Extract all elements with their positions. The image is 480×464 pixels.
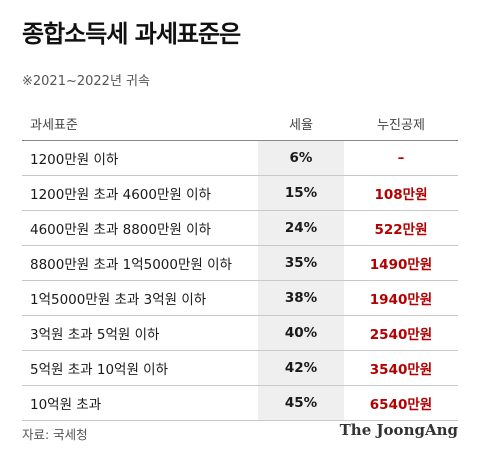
- deduction-cell: 3540만원: [369, 362, 433, 378]
- deduction-cell: 522만원: [374, 222, 428, 238]
- rate-cell: 24%: [258, 211, 344, 245]
- rate-cell: 35%: [258, 246, 344, 280]
- deduction-cell: 2540만원: [369, 327, 433, 343]
- subtitle: ※2021~2022년 귀속: [22, 74, 150, 89]
- tax-table: 과세표준 세율 누진공제 1200만원 이하 6% – 1200만원 초과 46…: [22, 106, 458, 421]
- table-row: 8800만원 초과 1억5000만원 이하 35% 1490만원: [22, 246, 458, 281]
- table-row: 1200만원 초과 4600만원 이하 15% 108만원: [22, 176, 458, 211]
- deduction-cell: 108만원: [374, 187, 428, 203]
- header-deduction: 누진공제: [377, 117, 425, 133]
- rate-cell: 15%: [258, 176, 344, 210]
- source-note: 자료: 국세청: [22, 427, 88, 442]
- bracket-cell: 1200만원 이하: [30, 152, 119, 168]
- deduction-cell: –: [397, 150, 405, 166]
- deduction-cell: 1940만원: [369, 292, 433, 308]
- header-bracket: 과세표준: [30, 117, 78, 133]
- table-row: 10억원 초과 45% 6540만원: [22, 386, 458, 421]
- header-rate: 세율: [289, 117, 313, 133]
- table-row: 4600만원 초과 8800만원 이하 24% 522만원: [22, 211, 458, 246]
- table-row: 3억원 초과 5억원 이하 40% 2540만원: [22, 316, 458, 351]
- bracket-cell: 1억5000만원 초과 3억원 이하: [30, 292, 207, 308]
- deduction-cell: 6540만원: [369, 397, 433, 413]
- bracket-cell: 1200만원 초과 4600만원 이하: [30, 187, 211, 203]
- table-row: 1억5000만원 초과 3억원 이하 38% 1940만원: [22, 281, 458, 316]
- rate-cell: 42%: [258, 351, 344, 385]
- brand-logo: The JoongAng: [339, 421, 458, 439]
- rate-cell: 6%: [258, 141, 344, 175]
- rate-cell: 40%: [258, 316, 344, 350]
- bracket-cell: 8800만원 초과 1억5000만원 이하: [30, 257, 232, 273]
- bracket-cell: 5억원 초과 10억원 이하: [30, 362, 169, 378]
- bracket-cell: 3억원 초과 5억원 이하: [30, 327, 160, 343]
- table-row: 5억원 초과 10억원 이하 42% 3540만원: [22, 351, 458, 386]
- table-header: 과세표준 세율 누진공제: [22, 106, 458, 141]
- bracket-cell: 10억원 초과: [30, 397, 102, 413]
- page-title: 종합소득세 과세표준은: [22, 20, 241, 48]
- rate-cell: 38%: [258, 281, 344, 315]
- rate-cell: 45%: [258, 386, 344, 420]
- table-row: 1200만원 이하 6% –: [22, 141, 458, 176]
- deduction-cell: 1490만원: [369, 257, 433, 273]
- bracket-cell: 4600만원 초과 8800만원 이하: [30, 222, 211, 238]
